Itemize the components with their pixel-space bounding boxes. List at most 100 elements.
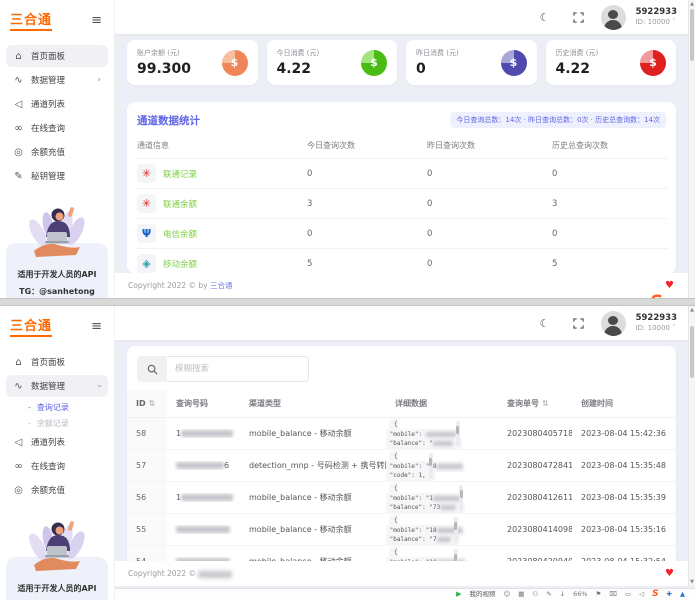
speaker-icon[interactable]: ◁: [639, 590, 645, 599]
channel-type: mobile_balance - 移动余额: [249, 493, 352, 502]
scroll-down-arrow[interactable]: ▼: [690, 579, 694, 585]
sidebar-item-balance-recharge[interactable]: ◎ 余额充值: [6, 479, 108, 501]
json-detail-box[interactable]: { "mobile": "1 "balance": "73: [386, 483, 466, 514]
table-row[interactable]: 57 6 detection_mnp - 号码检测 + 携号转网 { "mobi…: [127, 450, 676, 482]
flag-icon[interactable]: ⚑: [595, 590, 602, 599]
unicom-logo-icon: ✳: [137, 164, 156, 183]
sort-icon[interactable]: ⇅: [542, 399, 549, 408]
mobile-logo-icon: ◈: [137, 254, 156, 273]
channel-link[interactable]: 联通余额: [163, 199, 198, 210]
fullscreen-icon[interactable]: [567, 5, 591, 29]
sidebar-item-label: 在线查询: [31, 124, 66, 134]
hamburger-menu-icon[interactable]: ≡: [91, 318, 102, 334]
screenshot-divider: [0, 298, 695, 306]
sidebar-item-online-query[interactable]: ∞ 在线查询: [6, 455, 108, 477]
chevron-down-icon: ›: [94, 384, 105, 388]
user-avatar[interactable]: [600, 310, 626, 336]
json-detail-box[interactable]: { "mobile": "18 "balance": "7: [386, 515, 463, 546]
fullscreen-icon[interactable]: [567, 311, 591, 335]
telecom-logo-icon: Ψ: [137, 224, 156, 243]
sidebar-item-balance-recharge[interactable]: ◎ 余额充值: [6, 141, 108, 163]
sidebar-item-home[interactable]: ⌂ 首页面板: [6, 45, 108, 67]
zoom-level[interactable]: 66%: [573, 590, 588, 599]
json-detail-box[interactable]: { "mobile": "balance": ": [386, 419, 462, 450]
submenu-item-balance-records[interactable]: - 余额记录: [28, 418, 69, 428]
sidebar-item-channel-list[interactable]: ◁ 通道列表: [6, 431, 108, 453]
scroll-up-arrow[interactable]: ▲: [690, 1, 694, 7]
submenu-item-query-records[interactable]: - 查询记录: [28, 402, 69, 412]
sidebar-item-online-query[interactable]: ∞ 在线查询: [6, 117, 108, 139]
table-row[interactable]: 55 mobile_balance - 移动余额 { "mobile": "18…: [127, 514, 676, 546]
hamburger-menu-icon[interactable]: ≡: [91, 12, 102, 28]
sidebar-item-data-management[interactable]: ∿ 数据管理 ›: [6, 69, 108, 91]
table-row: ✳ 联通余额 3 0 3: [135, 188, 668, 218]
my-video-label[interactable]: 我的视频: [469, 590, 496, 599]
json-detail-box[interactable]: { "mobile": "18 "code": 1,: [386, 451, 463, 482]
user-id: ID: 10000: [635, 323, 670, 332]
sidebar-item-home[interactable]: ⌂ 首页面板: [6, 351, 108, 373]
sidebar-item-key-management[interactable]: ✎ 秘钥管理: [6, 165, 108, 187]
emoji-icon[interactable]: ☺: [503, 590, 511, 599]
mini-scrollbar[interactable]: [455, 421, 460, 448]
mini-scrollbar[interactable]: [428, 453, 433, 480]
developer-illustration: [0, 189, 114, 257]
stat-label: 昨日消费 (元): [416, 49, 459, 57]
stat-value: 0: [416, 61, 426, 77]
snipaste-logo-icon[interactable]: S: [652, 589, 659, 599]
search-input[interactable]: [167, 356, 309, 382]
dashboard-panel: 三合通 ≡ ⌂ 首页面板 ∿ 数据管理 › ◁ 通道列表 ∞: [0, 0, 695, 298]
pin-icon[interactable]: ✚: [666, 590, 672, 599]
vertical-scrollbar[interactable]: ▲ ▼: [688, 306, 695, 586]
eraser-icon[interactable]: ⌧: [609, 590, 617, 599]
home-icon: ⌂: [15, 356, 22, 368]
dark-mode-icon[interactable]: ☾: [539, 316, 550, 330]
window-icon[interactable]: ▭: [624, 590, 632, 599]
vertical-scrollbar[interactable]: ▲: [688, 0, 695, 298]
stat-label: 账户余额 (元): [137, 49, 180, 57]
stat-card-today-spend: 今日消费 (元) 4.22 $: [266, 40, 397, 85]
megaphone-icon: ◁: [14, 436, 23, 448]
stat-label: 历史消费 (元): [555, 49, 599, 57]
query-phone: 1: [167, 429, 240, 438]
link-icon: ∞: [14, 460, 23, 472]
footer-brand-link[interactable]: 三合通: [209, 281, 233, 290]
record-id: 57: [127, 450, 167, 481]
mini-scrollbar[interactable]: [459, 485, 464, 512]
channel-link[interactable]: 移动余额: [163, 259, 198, 270]
user-avatar[interactable]: [600, 4, 626, 30]
user-menu[interactable]: 5922933 ID: 10000 ˇ: [635, 313, 677, 332]
table-row: ✳ 联通记录 0 0 0: [135, 158, 668, 188]
sidebar-item-channel-list[interactable]: ◁ 通道列表: [6, 93, 108, 115]
sort-icon[interactable]: ⇅: [148, 399, 156, 408]
sidebar-item-data-management[interactable]: ∿ 数据管理 ›: [6, 375, 108, 397]
records-table-header: ID ⇅ 查询号码 渠道类型 详细数据 查询单号 ⇅ 创建时间: [127, 390, 676, 418]
bottom-header-bar: ☾ 5922933 ID: 10000 ˇ: [115, 306, 695, 340]
channel-link[interactable]: 联通记录: [163, 169, 198, 180]
sidebar-item-label: 在线查询: [31, 462, 66, 472]
edit-icon[interactable]: ✎: [546, 590, 552, 599]
bullet: -: [28, 402, 31, 412]
table-row: ◈ 移动余额 5 0 5: [135, 248, 668, 278]
face-icon[interactable]: ⚇: [532, 590, 539, 599]
channel-link[interactable]: 电信余额: [163, 229, 198, 240]
table-row[interactable]: 56 1 mobile_balance - 移动余额 { "mobile": "…: [127, 482, 676, 514]
scrollbar-thumb[interactable]: [690, 326, 694, 378]
footer: Copyright 2022 © ♥: [115, 561, 688, 586]
mini-scrollbar[interactable]: [453, 517, 458, 544]
cloud-icon[interactable]: ▲: [680, 590, 685, 599]
channel-stats-card: 通道数据统计 今日查询总数：14次 · 昨日查询总数：0次 · 历史总查询数：1…: [127, 102, 676, 274]
target-icon: ◎: [14, 146, 23, 158]
grid-icon[interactable]: ▦: [518, 590, 525, 599]
user-menu[interactable]: 5922933 ID: 10000 ˇ: [636, 7, 677, 26]
sidebar-menu: ⌂ 首页面板 ∿ 数据管理 › - 查询记录 - 余额记录: [0, 343, 114, 501]
stat-card-yesterday-spend: 昨日消费 (元) 0 $: [406, 40, 537, 85]
table-row[interactable]: 58 1 mobile_balance - 移动余额 { "mobile": "…: [127, 418, 676, 450]
download-icon[interactable]: ↓: [559, 590, 566, 599]
my-video-icon[interactable]: ▶: [456, 590, 462, 598]
sidebar: 三合通 ≡ ⌂ 首页面板 ∿ 数据管理 › - 查询记录: [0, 306, 115, 600]
scroll-up-arrow[interactable]: ▲: [690, 307, 694, 313]
dark-mode-icon[interactable]: ☾: [539, 10, 550, 24]
scrollbar-thumb[interactable]: [690, 9, 694, 61]
activity-icon: ∿: [14, 380, 23, 392]
channel-type: mobile_balance - 移动余额: [249, 429, 352, 438]
